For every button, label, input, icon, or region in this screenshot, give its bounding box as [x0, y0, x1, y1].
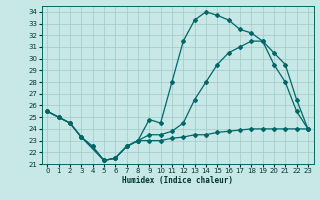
- X-axis label: Humidex (Indice chaleur): Humidex (Indice chaleur): [122, 176, 233, 185]
